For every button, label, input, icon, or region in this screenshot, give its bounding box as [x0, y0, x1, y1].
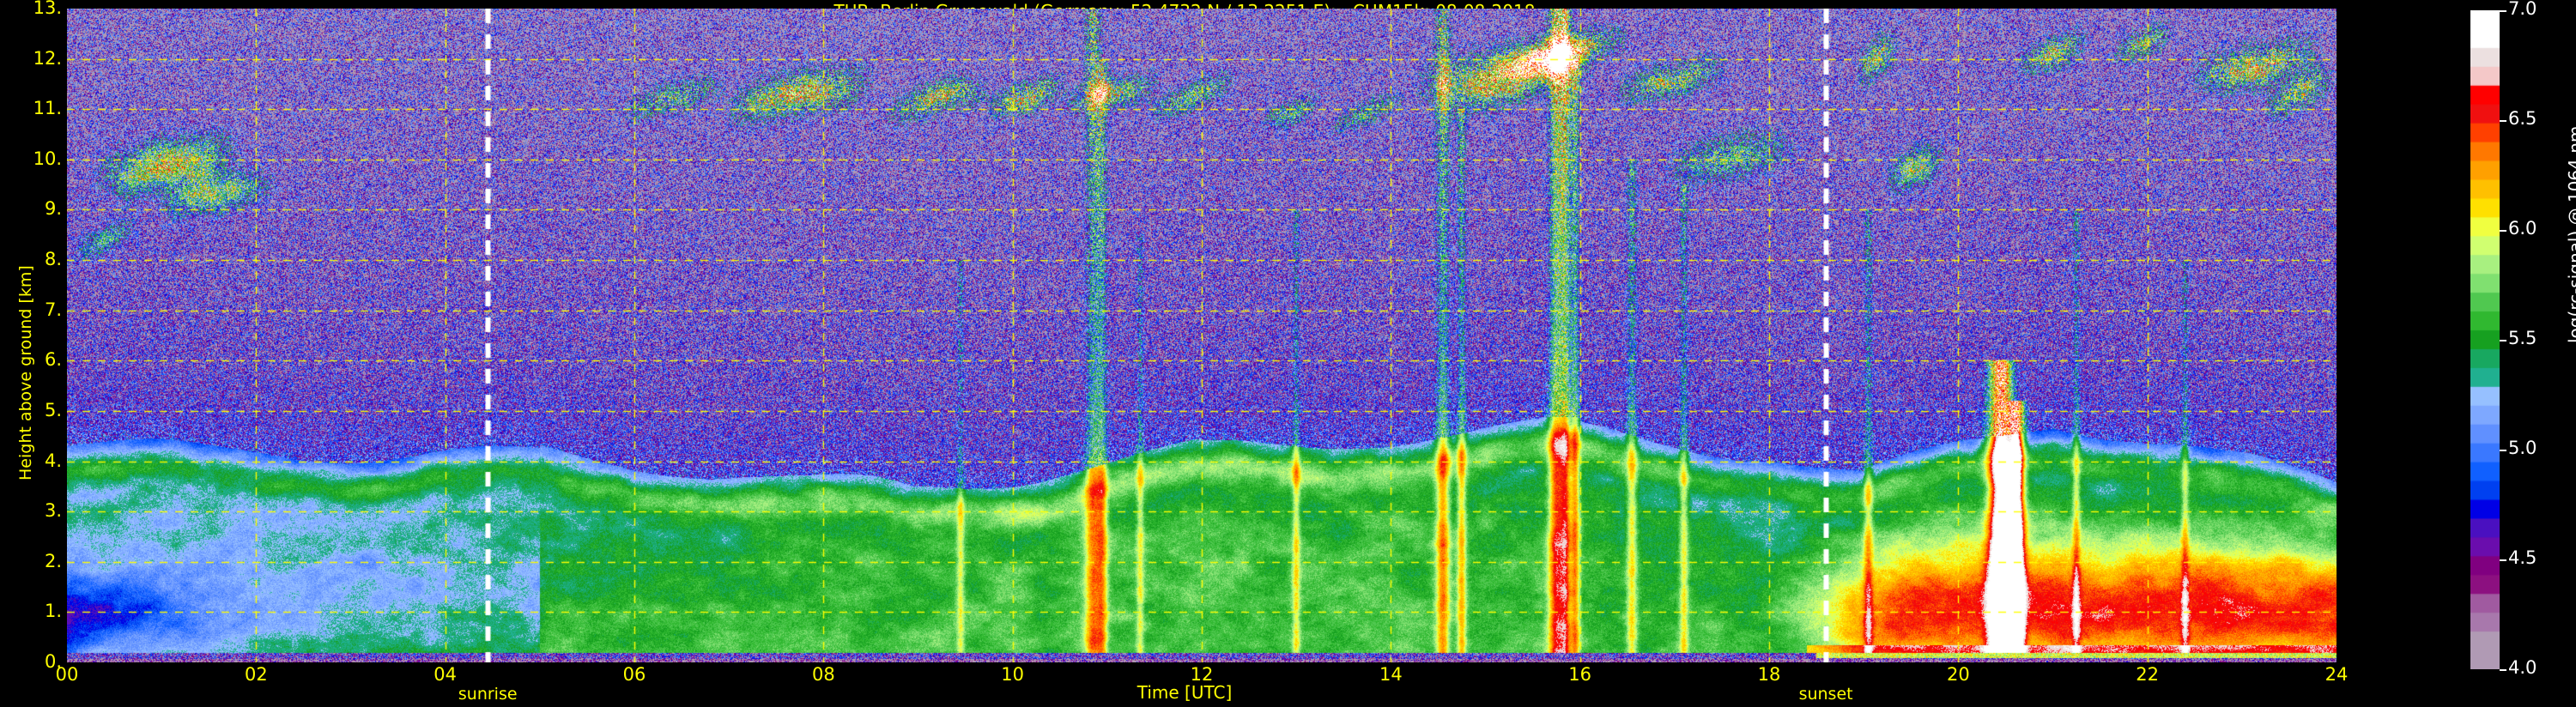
y-axis-tick-label: 12. — [33, 47, 62, 69]
y-axis-tick-label: 3. — [44, 500, 62, 522]
heatmap-plot-area — [67, 9, 2337, 662]
y-axis-tick-label: 9. — [44, 198, 62, 220]
annotation-label-sunrise: sunrise — [458, 685, 518, 704]
colorbar-tick-label: 4.0 — [2508, 657, 2537, 678]
colorbar-tick-mark — [2500, 669, 2506, 671]
x-axis-tick-label: 24 — [2324, 664, 2349, 685]
y-axis-tick-label: 0. — [44, 651, 62, 672]
y-axis-tick-label: 4. — [44, 450, 62, 471]
x-axis-tick-label: 02 — [244, 664, 268, 685]
colorbar — [2470, 10, 2500, 669]
x-axis-tick-label: 04 — [433, 664, 458, 685]
colorbar-tick-label: 7.0 — [2508, 0, 2537, 19]
x-axis-tick-label: 22 — [2136, 664, 2160, 685]
y-axis-title: Height above ground [km] — [16, 265, 35, 480]
colorbar-tick-label: 5.5 — [2508, 328, 2537, 348]
annotation-label-sunset: sunset — [1798, 685, 1853, 704]
x-axis-tick-label: 20 — [1946, 664, 1970, 685]
y-axis-tick-label: 8. — [44, 249, 62, 270]
x-axis-tick-label: 00 — [55, 664, 79, 685]
x-axis-tick-label: 16 — [1568, 664, 1592, 685]
x-axis-tick-label: 12 — [1190, 664, 1214, 685]
colorbar-tick-label: 4.5 — [2508, 547, 2537, 568]
colorbar-tick-mark — [2500, 559, 2506, 561]
colorbar-tick-label: 5.0 — [2508, 438, 2537, 458]
colorbar-tick-label: 6.0 — [2508, 218, 2537, 239]
x-axis-tick-label: 18 — [1757, 664, 1781, 685]
x-axis-tick-label: 06 — [622, 664, 646, 685]
colorbar-tick-mark — [2500, 10, 2506, 12]
x-axis-tick-label: 10 — [1001, 664, 1025, 685]
colorbar-tick-mark — [2500, 120, 2506, 122]
y-axis-tick-label: 11. — [33, 98, 62, 119]
x-axis-tick-label: 08 — [811, 664, 835, 685]
x-axis-tick-label: 14 — [1379, 664, 1403, 685]
colorbar-tick-label: 6.5 — [2508, 108, 2537, 129]
x-axis-title: Time [UTC] — [1136, 682, 1233, 703]
y-axis-tick-label: 1. — [44, 601, 62, 622]
y-axis-tick-label: 7. — [44, 299, 62, 320]
colorbar-title: log(rc-signal) @ 1064 nm — [2565, 125, 2576, 343]
y-axis-tick-label: 6. — [44, 349, 62, 371]
y-axis-tick-label: 5. — [44, 399, 62, 420]
colorbar-tick-mark — [2500, 230, 2506, 232]
y-axis-tick-label: 13. — [33, 0, 62, 18]
y-axis-tick-label: 2. — [44, 550, 62, 571]
colorbar-tick-mark — [2500, 450, 2506, 451]
y-axis-tick-label: 10. — [33, 148, 62, 169]
colorbar-tick-mark — [2500, 340, 2506, 341]
